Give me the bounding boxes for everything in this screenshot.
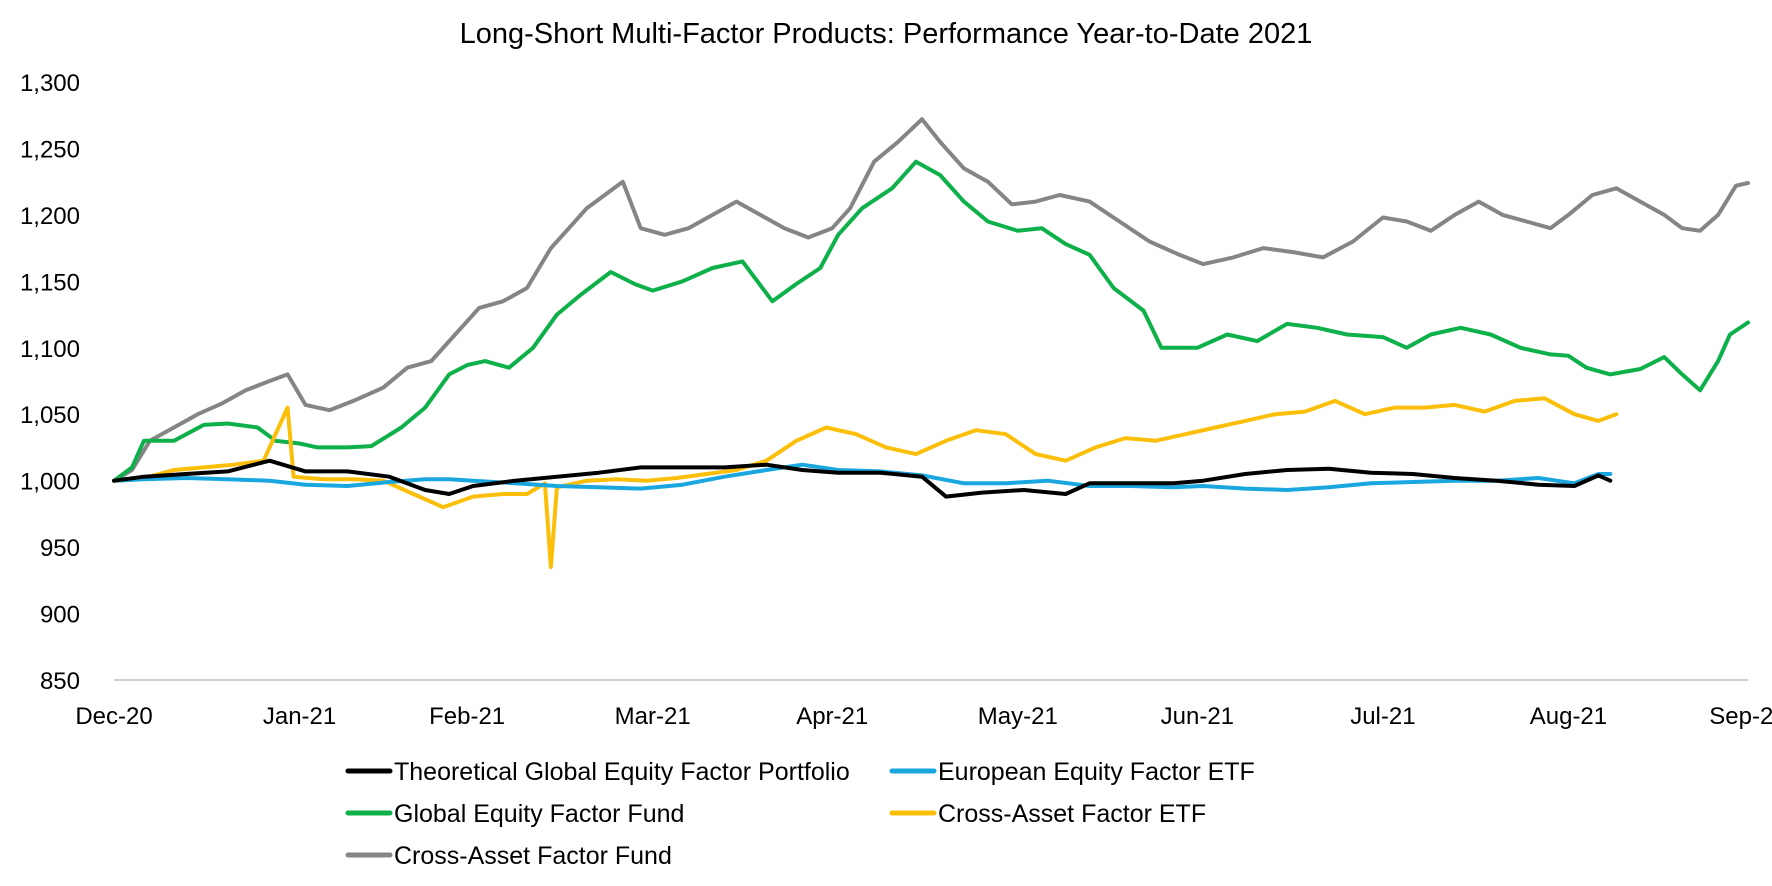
y-tick-label: 1,000 [20,469,80,496]
y-tick-label: 1,050 [20,402,80,429]
y-tick-label: 1,250 [20,136,80,163]
x-tick-label: Apr-21 [796,703,868,730]
legend-label: Cross-Asset Factor ETF [938,800,1206,828]
y-axis: 850 900 950 1,000 1,050 1,100 1,150 1,200 1,250 1… [20,70,80,695]
x-tick-label: Aug-21 [1530,703,1607,730]
series-layer [112,117,1750,569]
x-tick-label: May-21 [978,703,1058,730]
x-tick-label: Sep-21 [1709,703,1772,730]
x-tick-label: Mar-21 [615,703,691,730]
y-tick-label: 1,150 [20,269,80,296]
series-line [112,159,1750,483]
x-tick-label: Feb-21 [429,703,505,730]
series-line [112,117,1750,483]
y-tick-label: 1,300 [20,70,80,97]
legend-label: Cross-Asset Factor Fund [394,842,672,870]
y-tick-label: 950 [40,535,80,562]
legend: Theoretical Global Equity Factor Portfol… [345,758,1255,870]
legend-label: European Equity Factor ETF [938,758,1255,786]
x-tick-label: Jun-21 [1161,703,1234,730]
chart-title: Long-Short Multi-Factor Products: Perfor… [460,18,1313,50]
y-tick-label: 900 [40,602,80,629]
y-tick-label: 1,200 [20,203,80,230]
x-tick-label: Dec-20 [75,703,152,730]
legend-label: Global Equity Factor Fund [394,800,684,828]
x-axis: Dec-20 Jan-21 Feb-21 Mar-21 Apr-21 May-21 Jun-… [75,679,1772,730]
x-tick-label: Jan-21 [263,703,336,730]
series-line [112,458,1613,499]
legend-label: Theoretical Global Equity Factor Portfol… [394,758,850,786]
y-tick-label: 1,100 [20,336,80,363]
y-tick-label: 850 [40,668,80,695]
x-tick-label: Jul-21 [1350,703,1415,730]
series-line [112,396,1619,569]
